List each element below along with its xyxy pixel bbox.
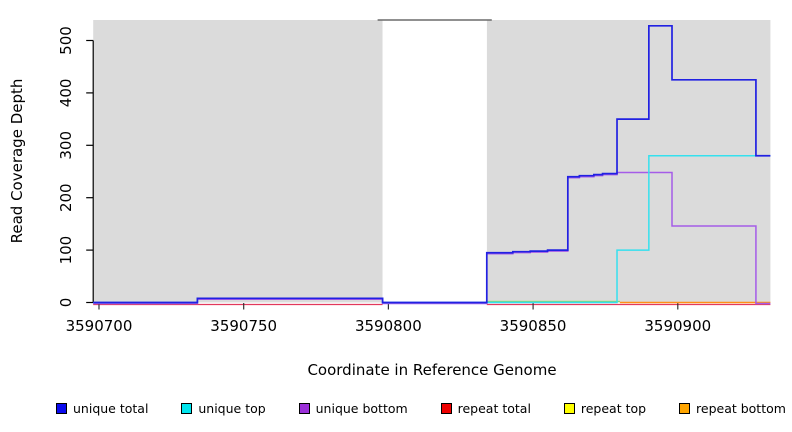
legend-label: unique top — [198, 401, 266, 416]
legend-swatch — [440, 403, 452, 414]
legend-label: repeat bottom — [696, 401, 786, 416]
y-tick-label: 100 — [57, 236, 75, 265]
legend-item-repeat-total: repeat total — [440, 401, 531, 416]
legend-item-unique-total: unique total — [56, 401, 148, 416]
x-tick-label: 3590750 — [210, 317, 277, 335]
legend-swatch — [679, 403, 691, 414]
x-axis-title: Coordinate in Reference Genome — [307, 361, 557, 379]
legend-label: unique total — [73, 401, 149, 416]
y-tick-label: 400 — [57, 79, 75, 108]
legend-swatch — [298, 403, 310, 414]
legend-label: unique bottom — [315, 401, 408, 416]
masked-region — [382, 19, 487, 303]
legend-item-repeat-bottom: repeat bottom — [679, 401, 786, 416]
y-tick-label: 500 — [57, 26, 75, 55]
x-tick-label: 3590900 — [644, 317, 711, 335]
legend-swatch — [56, 403, 67, 414]
y-tick-label: 0 — [57, 298, 75, 308]
y-tick-label: 300 — [57, 131, 75, 160]
series-unique-total — [93, 24, 771, 304]
shaded-region — [93, 20, 383, 303]
y-axis-title: Read Coverage Depth — [8, 78, 26, 244]
x-tick-label: 3590850 — [500, 317, 567, 335]
legend-item-unique-top: unique top — [181, 401, 266, 416]
legend-label: repeat top — [580, 401, 647, 416]
legend-item-unique-bottom: unique bottom — [298, 401, 408, 416]
legend: unique total unique top unique bottom repea… — [56, 401, 786, 416]
legend-label: repeat total — [457, 401, 531, 416]
legend-swatch — [563, 403, 575, 414]
x-tick-label: 3590700 — [66, 317, 133, 335]
x-tick-label: 3590800 — [355, 317, 422, 335]
shaded-region — [486, 20, 771, 303]
legend-item-repeat-top: repeat top — [563, 401, 647, 416]
legend-swatch — [181, 403, 193, 414]
y-tick-label: 200 — [57, 183, 75, 212]
